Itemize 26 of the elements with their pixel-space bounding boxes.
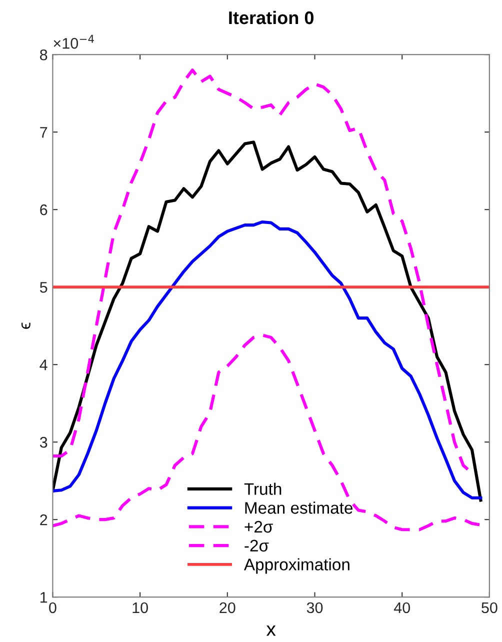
x-tick-label: 0 bbox=[49, 602, 56, 614]
y-tick-label: 3 bbox=[40, 436, 48, 448]
legend-label: Mean estimate bbox=[245, 502, 352, 514]
x-axis-title: x bbox=[266, 626, 276, 636]
y-tick-label: 8 bbox=[40, 49, 48, 60]
y-tick-label: 2 bbox=[40, 514, 48, 526]
line-series bbox=[52, 140, 482, 502]
x-tick-label: 50 bbox=[482, 602, 498, 614]
x-tick-label: 30 bbox=[306, 602, 323, 614]
line-series bbox=[52, 220, 482, 500]
y-tick-label: 1 bbox=[40, 592, 48, 603]
legend-label: +2σ bbox=[244, 520, 273, 533]
chart-title: Iteration 0 bbox=[229, 10, 314, 24]
legend-label: Truth bbox=[244, 482, 282, 495]
line-series bbox=[52, 334, 482, 532]
legend-label: -2σ bbox=[244, 540, 269, 552]
x-tick-label: 20 bbox=[220, 602, 236, 614]
y-axis-title: ϵ bbox=[22, 322, 30, 329]
legend-label: Approximation bbox=[244, 558, 350, 574]
x-tick-label: 10 bbox=[132, 602, 148, 614]
y-tick-label: 6 bbox=[40, 204, 48, 216]
y-tick-label: 5 bbox=[40, 282, 48, 293]
text: ×10$^{−4}$ bbox=[54, 34, 94, 49]
y-tick-label: 7 bbox=[40, 127, 48, 138]
x-tick-label: 40 bbox=[394, 602, 410, 614]
y-tick-label: 4 bbox=[40, 360, 48, 370]
